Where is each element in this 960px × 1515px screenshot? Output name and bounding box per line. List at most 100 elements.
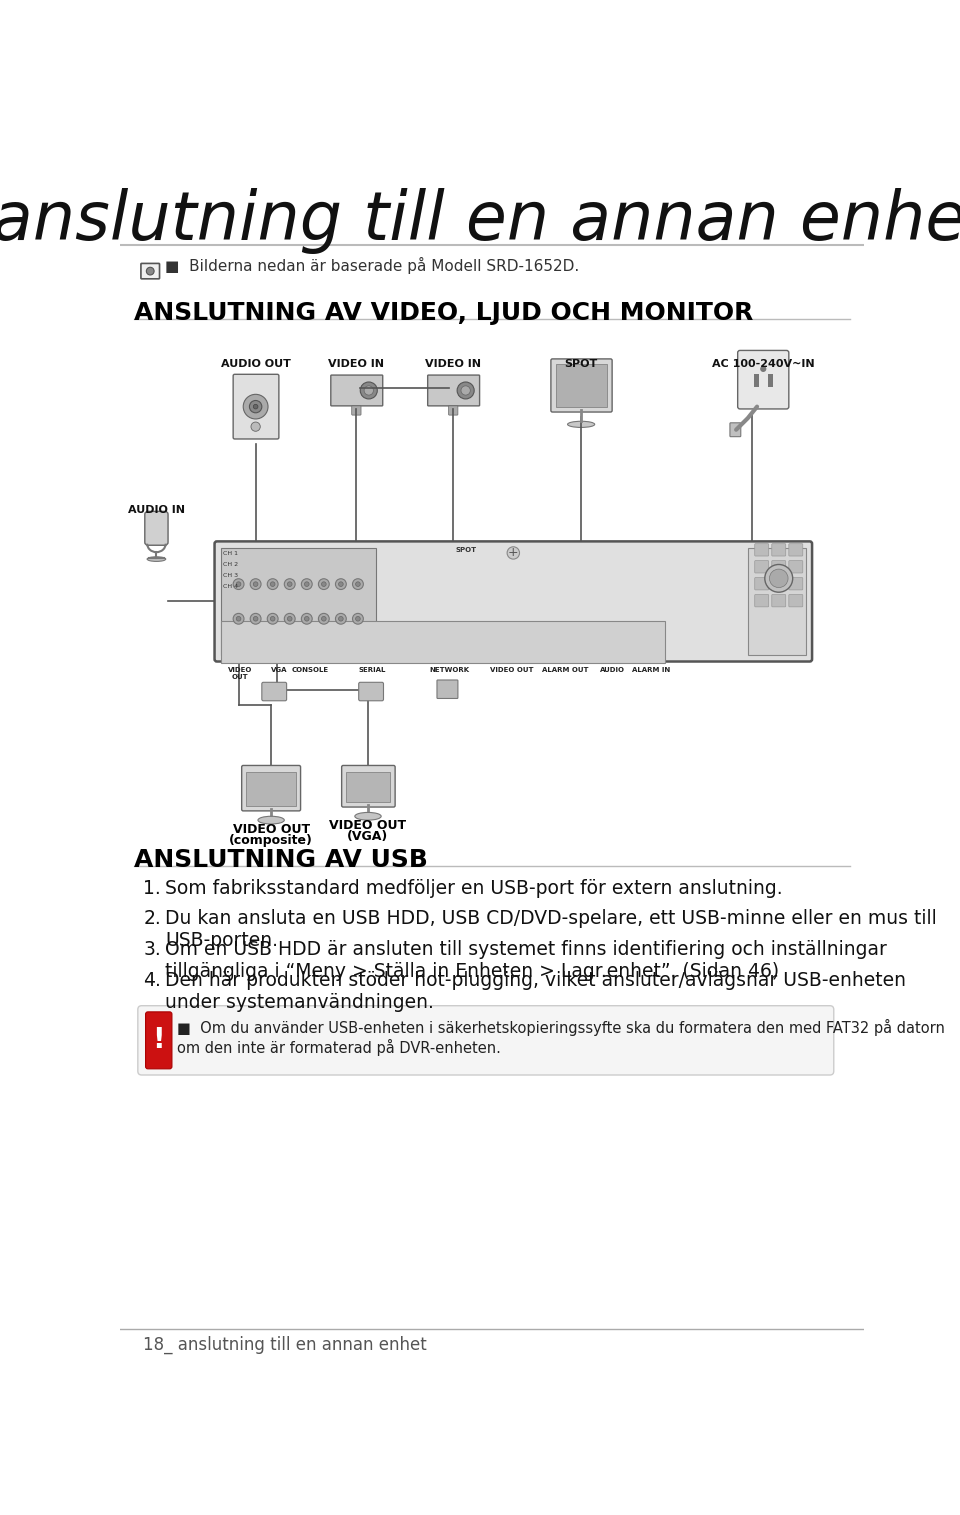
- Circle shape: [355, 617, 360, 621]
- Text: SERIAL: SERIAL: [358, 667, 386, 673]
- Text: AUDIO IN: AUDIO IN: [128, 504, 185, 515]
- FancyBboxPatch shape: [145, 512, 168, 545]
- Text: 3.: 3.: [143, 941, 161, 959]
- Text: VGA: VGA: [271, 667, 287, 673]
- FancyBboxPatch shape: [359, 682, 383, 701]
- FancyBboxPatch shape: [146, 1012, 172, 1070]
- Circle shape: [267, 614, 278, 624]
- Text: (VGA): (VGA): [348, 830, 389, 844]
- Circle shape: [319, 579, 329, 589]
- Bar: [754, 374, 758, 388]
- Circle shape: [236, 582, 241, 586]
- Circle shape: [461, 386, 470, 395]
- Text: Som fabriksstandard medföljer en USB-port för extern anslutning.: Som fabriksstandard medföljer en USB-por…: [165, 879, 782, 898]
- Circle shape: [301, 579, 312, 589]
- FancyBboxPatch shape: [789, 594, 803, 608]
- Text: VIDEO OUT: VIDEO OUT: [490, 667, 533, 673]
- FancyBboxPatch shape: [247, 771, 296, 806]
- Text: VIDEO OUT: VIDEO OUT: [329, 820, 407, 832]
- Text: NETWORK: NETWORK: [429, 667, 469, 673]
- Circle shape: [339, 582, 344, 586]
- FancyBboxPatch shape: [551, 359, 612, 412]
- FancyBboxPatch shape: [342, 765, 396, 807]
- Bar: [768, 374, 773, 388]
- Circle shape: [236, 617, 241, 621]
- Text: AC 100-240V~IN: AC 100-240V~IN: [712, 359, 815, 368]
- Circle shape: [287, 617, 292, 621]
- Circle shape: [287, 582, 292, 586]
- Text: ALARM OUT: ALARM OUT: [542, 667, 588, 673]
- Ellipse shape: [355, 812, 381, 820]
- FancyBboxPatch shape: [772, 544, 785, 556]
- FancyBboxPatch shape: [755, 544, 769, 556]
- FancyBboxPatch shape: [347, 771, 391, 803]
- FancyBboxPatch shape: [221, 621, 665, 664]
- Text: CH 3: CH 3: [223, 573, 238, 577]
- FancyBboxPatch shape: [448, 406, 458, 415]
- Circle shape: [335, 614, 347, 624]
- FancyBboxPatch shape: [748, 547, 805, 656]
- Ellipse shape: [567, 421, 594, 427]
- Text: 2.: 2.: [143, 909, 161, 929]
- FancyBboxPatch shape: [141, 264, 159, 279]
- Circle shape: [352, 614, 363, 624]
- Circle shape: [339, 617, 344, 621]
- Circle shape: [352, 579, 363, 589]
- FancyBboxPatch shape: [789, 561, 803, 573]
- Circle shape: [271, 617, 275, 621]
- Circle shape: [253, 617, 258, 621]
- FancyBboxPatch shape: [138, 1006, 834, 1076]
- Circle shape: [322, 582, 326, 586]
- Text: CH 2: CH 2: [223, 562, 238, 567]
- FancyBboxPatch shape: [772, 577, 785, 589]
- Text: VIDEO OUT: VIDEO OUT: [232, 823, 310, 836]
- Circle shape: [770, 570, 788, 588]
- Text: CONSOLE: CONSOLE: [291, 667, 328, 673]
- Ellipse shape: [147, 558, 166, 562]
- Text: SPOT: SPOT: [455, 547, 476, 553]
- FancyBboxPatch shape: [221, 547, 375, 656]
- FancyBboxPatch shape: [755, 594, 769, 608]
- FancyBboxPatch shape: [351, 406, 361, 415]
- Circle shape: [267, 579, 278, 589]
- Text: 1.: 1.: [143, 879, 161, 898]
- FancyBboxPatch shape: [437, 680, 458, 698]
- FancyBboxPatch shape: [331, 376, 383, 406]
- Circle shape: [765, 565, 793, 592]
- FancyBboxPatch shape: [556, 364, 608, 406]
- FancyBboxPatch shape: [755, 561, 769, 573]
- Circle shape: [250, 400, 262, 412]
- Text: CH 4: CH 4: [223, 583, 238, 589]
- Text: ANSLUTNING AV USB: ANSLUTNING AV USB: [134, 848, 428, 871]
- Circle shape: [319, 614, 329, 624]
- Text: VIDEO IN: VIDEO IN: [328, 359, 384, 368]
- Circle shape: [335, 579, 347, 589]
- Text: (composite): (composite): [229, 833, 313, 847]
- Text: anslutning till en annan enhet: anslutning till en annan enhet: [0, 188, 960, 255]
- Text: ■  Om du använder USB-enheten i säkerhetskopieringssyfte ska du formatera den me: ■ Om du använder USB-enheten i säkerhets…: [178, 1018, 946, 1056]
- Text: 4.: 4.: [143, 971, 161, 989]
- FancyBboxPatch shape: [730, 423, 741, 436]
- Circle shape: [146, 267, 155, 274]
- Text: ANSLUTNING AV VIDEO, LJUD OCH MONITOR: ANSLUTNING AV VIDEO, LJUD OCH MONITOR: [134, 301, 754, 326]
- Text: 18_ anslutning till en annan enhet: 18_ anslutning till en annan enhet: [143, 1335, 427, 1353]
- Text: CH 1: CH 1: [223, 551, 238, 556]
- Circle shape: [284, 614, 295, 624]
- Circle shape: [301, 614, 312, 624]
- Text: Om en USB HDD är ansluten till systemet finns identifiering och inställningar ti: Om en USB HDD är ansluten till systemet …: [165, 941, 887, 982]
- Circle shape: [233, 614, 244, 624]
- Circle shape: [457, 382, 474, 398]
- Text: ALARM IN: ALARM IN: [632, 667, 670, 673]
- FancyBboxPatch shape: [262, 682, 287, 701]
- Text: Du kan ansluta en USB HDD, USB CD/DVD-spelare, ett USB-minne eller en mus till U: Du kan ansluta en USB HDD, USB CD/DVD-sp…: [165, 909, 937, 950]
- FancyBboxPatch shape: [789, 544, 803, 556]
- Circle shape: [271, 582, 275, 586]
- FancyBboxPatch shape: [789, 577, 803, 589]
- Circle shape: [360, 382, 377, 398]
- Text: AUDIO: AUDIO: [600, 667, 625, 673]
- Text: AUDIO OUT: AUDIO OUT: [221, 359, 291, 368]
- Circle shape: [322, 617, 326, 621]
- Text: +: +: [508, 547, 518, 559]
- Circle shape: [251, 423, 260, 432]
- Ellipse shape: [258, 817, 284, 824]
